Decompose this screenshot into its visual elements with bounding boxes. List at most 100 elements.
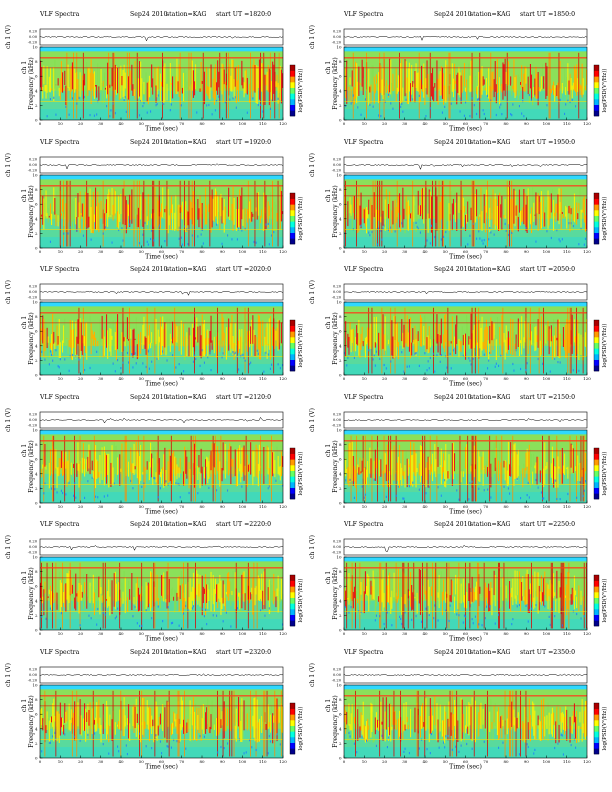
colorbar-segment: [594, 70, 599, 77]
xtick-label: 30: [402, 504, 408, 509]
cutoff-band: [40, 47, 283, 52]
xtick-label: 10: [362, 249, 368, 254]
spectral-columns: [344, 435, 588, 501]
spec-ylabel: Frequency (kHz): [28, 567, 35, 620]
xtick-label: 40: [118, 249, 124, 254]
colorbar-segment: [594, 609, 599, 615]
transmitter-line: [40, 449, 283, 451]
cutoff-band: [40, 557, 283, 562]
waveform-trace: [343, 35, 588, 42]
colorbar-segment: [290, 76, 295, 83]
trace-tick-label: -0.20: [28, 296, 38, 300]
colorbar-segment: [290, 609, 295, 615]
transmitter-line: [40, 312, 283, 314]
colorbar-segment: [594, 458, 599, 465]
xtick-label: 120: [279, 631, 287, 636]
colorbar-label: log(PSD(V²/Hz)): [297, 69, 304, 113]
colorbar-segment: [594, 337, 599, 343]
colorbar-segment: [290, 453, 295, 460]
trace-ylabel: ch 1 (V): [5, 663, 12, 687]
colorbar-segment: [594, 708, 599, 715]
cutoff-band: [344, 429, 587, 434]
colorbar-label: log(PSD(V²/Hz)): [297, 579, 304, 623]
xtick-label: 100: [239, 249, 247, 254]
xtick-label: 70: [179, 121, 185, 126]
ytick-label: 6: [35, 74, 38, 79]
trace-tick-label: 0.20: [29, 157, 38, 161]
xtick-label: 60: [159, 759, 165, 764]
low-band: [344, 473, 587, 503]
xtick-label: 110: [563, 504, 571, 509]
xtick-label: 20: [382, 504, 388, 509]
trace-tick-label: 0.00: [333, 545, 342, 549]
xaxis-label: Time (sec): [449, 381, 482, 388]
xtick-label: 0: [343, 631, 346, 636]
colorbar-segment: [594, 325, 599, 332]
colorbar-frame: [593, 702, 600, 754]
xtick-label: 10: [362, 759, 368, 764]
trace-tick-label: 0.20: [29, 30, 38, 34]
panel-start-ut: start UT =2150:0: [520, 394, 575, 401]
transmitter-line: [344, 483, 587, 485]
colorbar-segment: [594, 226, 599, 233]
colorbar-segment: [594, 87, 599, 94]
xtick-label: 50: [443, 376, 449, 381]
xtick-label: 60: [463, 631, 469, 636]
colorbar-segment: [290, 730, 295, 737]
waveform-trace: [343, 417, 588, 422]
colorbar-segment: [594, 603, 599, 610]
waveform-trace: [343, 163, 588, 170]
colorbar-segment: [594, 742, 599, 749]
ytick-label: 2: [35, 740, 38, 745]
xtick-label: 110: [259, 249, 267, 254]
spec-ylabel: Frequency (kHz): [28, 440, 35, 493]
waveform-trace: [39, 545, 284, 551]
colorbar-segment: [594, 365, 599, 372]
colorbar-frame: [593, 574, 600, 627]
xtick-label: 90: [220, 759, 226, 764]
trace-ylabel: ch 1 (V): [5, 280, 12, 304]
colorbar-frame: [289, 319, 296, 372]
colorbar-label: log(PSD(V²/Hz)): [601, 579, 608, 623]
colorbar-label: log(PSD(V²/Hz)): [297, 451, 304, 495]
xtick-label: 0: [39, 504, 42, 509]
colorbar-segment: [290, 708, 295, 715]
colorbar-frame: [289, 447, 296, 499]
panel-date: Sep24 2010: [130, 11, 168, 18]
xtick-label: 60: [463, 376, 469, 381]
colorbar-segment: [290, 203, 295, 210]
waveform-trace: [39, 291, 284, 296]
colorbar: [593, 702, 600, 754]
trace-tick-label: 0.20: [333, 667, 342, 671]
ytick-label: 4: [339, 471, 342, 476]
trace-tick-label: 0.00: [29, 545, 38, 549]
colorbar-segment: [290, 99, 295, 105]
transmitter-line: [344, 57, 587, 59]
colorbar-segment: [290, 620, 295, 627]
spec-ylabel-channel: ch 1: [325, 571, 332, 584]
colorbar-segment: [290, 597, 295, 604]
ytick-label: 0: [339, 245, 342, 250]
xtick-label: 80: [503, 504, 509, 509]
colorbar-segment: [594, 592, 599, 598]
waveform-trace: [39, 162, 284, 170]
colorbar-segment: [594, 597, 599, 604]
xtick-label: 60: [463, 249, 469, 254]
ytick-label: 4: [339, 216, 342, 221]
colorbar-segment: [290, 70, 295, 77]
xtick-label: 60: [159, 249, 165, 254]
xtick-label: 110: [563, 631, 571, 636]
colorbar-segment: [594, 713, 599, 720]
xtick-label: 80: [199, 631, 205, 636]
xtick-label: 100: [543, 121, 551, 126]
xtick-label: 20: [78, 249, 84, 254]
colorbar-segment: [290, 320, 295, 326]
spec-ylabel: Frequency (kHz): [332, 185, 339, 238]
colorbar-segment: [594, 82, 599, 88]
xtick-label: 30: [402, 631, 408, 636]
transmitter-line: [344, 738, 587, 740]
trace-tick-label: 0.00: [29, 673, 38, 677]
xtick-label: 100: [239, 504, 247, 509]
